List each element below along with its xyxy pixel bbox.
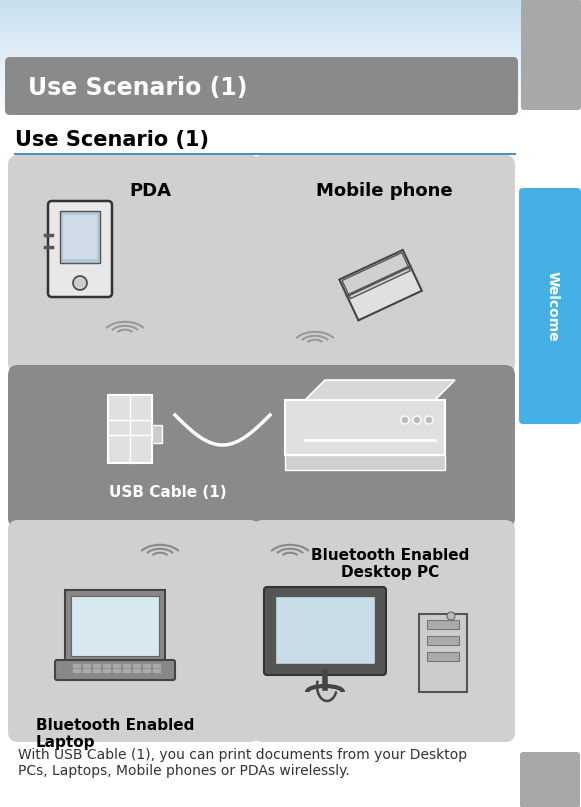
Circle shape — [401, 416, 409, 424]
Polygon shape — [305, 380, 455, 400]
Text: With USB Cable (1), you can print documents from your Desktop
PCs, Laptops, Mobi: With USB Cable (1), you can print docume… — [18, 748, 467, 778]
Text: Bluetooth Enabled
Desktop PC: Bluetooth Enabled Desktop PC — [311, 548, 469, 580]
Text: Use Scenario (1): Use Scenario (1) — [28, 76, 248, 100]
Bar — [152, 425, 162, 443]
Bar — [108, 395, 152, 463]
Circle shape — [447, 612, 455, 620]
Text: Welcome: Welcome — [546, 270, 560, 341]
Circle shape — [73, 276, 87, 290]
Bar — [71, 596, 159, 656]
Bar — [419, 614, 467, 692]
FancyBboxPatch shape — [5, 57, 518, 115]
Bar — [339, 250, 422, 320]
Text: USB Cable (1): USB Cable (1) — [109, 485, 227, 500]
FancyBboxPatch shape — [55, 660, 175, 680]
FancyBboxPatch shape — [8, 155, 260, 373]
Text: Use Scenario (1): Use Scenario (1) — [15, 130, 209, 150]
Circle shape — [425, 416, 433, 424]
Bar — [275, 596, 375, 664]
FancyBboxPatch shape — [253, 520, 515, 742]
FancyBboxPatch shape — [520, 752, 580, 807]
Bar — [285, 455, 445, 470]
FancyBboxPatch shape — [48, 201, 112, 297]
Bar — [427, 652, 459, 661]
Bar — [342, 253, 410, 299]
Text: Mobile phone: Mobile phone — [315, 182, 453, 200]
FancyBboxPatch shape — [8, 520, 260, 742]
Bar — [427, 636, 459, 645]
FancyBboxPatch shape — [521, 0, 581, 110]
Bar — [427, 620, 459, 629]
Text: Bluetooth Enabled
Laptop: Bluetooth Enabled Laptop — [36, 718, 194, 751]
Bar — [60, 211, 100, 263]
Bar — [65, 590, 165, 662]
FancyBboxPatch shape — [253, 155, 515, 373]
Bar — [63, 215, 97, 259]
FancyBboxPatch shape — [264, 587, 386, 675]
FancyBboxPatch shape — [519, 188, 581, 424]
Bar — [285, 400, 445, 455]
Circle shape — [413, 416, 421, 424]
FancyBboxPatch shape — [8, 365, 515, 528]
Text: PDA: PDA — [129, 182, 171, 200]
